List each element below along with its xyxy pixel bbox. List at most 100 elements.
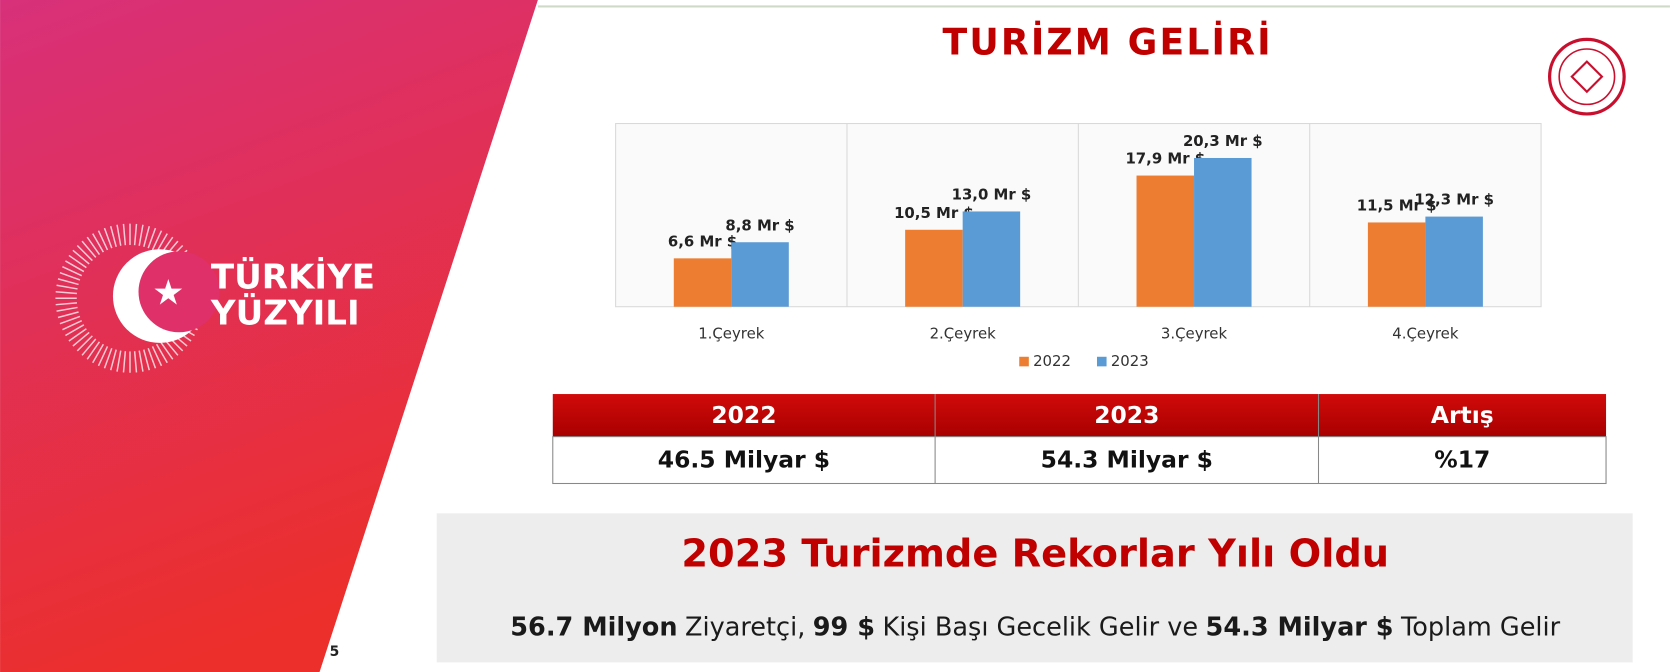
- x-tick-label: 2.Çeyrek: [930, 324, 997, 342]
- table-cell: %17: [1434, 446, 1490, 474]
- logo-ray: [122, 351, 127, 373]
- logo-ray: [155, 233, 168, 253]
- value-label: 6,6 Mr $: [668, 232, 737, 250]
- logo-ray: [103, 227, 113, 249]
- bar: [1136, 175, 1195, 307]
- legend-swatch: [1096, 356, 1107, 367]
- value-label: 8,8 Mr $: [725, 216, 794, 234]
- logo-ray: [138, 224, 144, 246]
- logo-ray: [109, 225, 117, 247]
- value-label: 10,5 Mr $: [894, 204, 974, 222]
- logo-ray: [81, 338, 97, 356]
- x-tick-label: 1.Çeyrek: [698, 324, 765, 342]
- logo-text: YÜZYILI: [210, 293, 360, 334]
- value-label: 12,3 Mr $: [1414, 191, 1494, 209]
- logo-ray: [76, 244, 93, 262]
- table-cell: 46.5 Milyar $: [658, 446, 830, 474]
- table-header: [552, 394, 1607, 437]
- logo-ray: [59, 315, 81, 325]
- logo-ray: [97, 230, 109, 251]
- ministry-seal: [1548, 37, 1626, 116]
- table-header-cell: 2022: [711, 401, 776, 429]
- logo-ray: [81, 240, 97, 258]
- summary-table: 2022 46.5 Milyar $ 2023 54.3 Milyar $ Artış%…: [552, 394, 1607, 485]
- logo-ray: [138, 350, 144, 372]
- logo-ray: [76, 335, 93, 352]
- bar: [905, 229, 963, 307]
- logo-ray: [57, 311, 79, 319]
- value-label: 13,0 Mr $: [952, 185, 1032, 203]
- logo-ray: [151, 230, 163, 251]
- logo-ray: [62, 266, 83, 277]
- logo-star: [154, 279, 183, 305]
- logo-text: TÜRKİYE: [211, 257, 375, 298]
- logo-ray: [155, 343, 168, 364]
- logo-ray: [56, 306, 78, 312]
- bar: [1425, 216, 1483, 307]
- value-label: 17,9 Mr $: [1125, 150, 1205, 168]
- x-tick-label: 4.Çeyrek: [1392, 324, 1459, 342]
- banner: [436, 513, 1633, 663]
- logo-ray: [159, 341, 174, 360]
- logo-ray: [68, 328, 87, 342]
- banner-headline: 2023 Turizmde Rekorlar Yılı Oldu: [681, 531, 1389, 576]
- side-panel: [0, 0, 538, 672]
- banner-subline: 56.7 Milyon Ziyaretçi, 99 $ Kişi Başı Gecel…: [510, 612, 1560, 642]
- subline-part: Toplam Gelir: [1400, 612, 1561, 642]
- logo-ray: [143, 225, 151, 247]
- logo-ray: [62, 320, 83, 331]
- logo-ray: [116, 224, 122, 246]
- logo-ray: [92, 233, 105, 253]
- legend-swatch: [1019, 356, 1029, 367]
- bar: [1367, 222, 1426, 307]
- subline-part: 56.7 Milyon: [510, 612, 677, 642]
- legend-label: 2023: [1111, 352, 1149, 370]
- subline-part: 54.3 Milyar $: [1206, 612, 1394, 642]
- logo-ray: [59, 271, 81, 281]
- logo-ray: [65, 260, 85, 273]
- logo-ray: [116, 350, 122, 372]
- logo-ray: [72, 249, 90, 265]
- crescent-inner: [138, 251, 220, 333]
- logo-ray: [65, 324, 85, 337]
- bar: [731, 242, 789, 307]
- page-number: 5: [330, 644, 340, 660]
- logo-ray: [68, 254, 87, 269]
- table-header-cell: 2023: [1094, 401, 1159, 429]
- logo-ray: [133, 351, 138, 373]
- logo-ray: [103, 347, 113, 369]
- subline-part: Kişi Başı Gecelik Gelir ve: [882, 612, 1198, 642]
- ministry-seal-mark: [1570, 60, 1604, 94]
- table-body: [552, 436, 1607, 485]
- logo-ray: [92, 343, 105, 364]
- logo-ray: [57, 278, 79, 286]
- table-header-cell: Artış: [1431, 401, 1494, 429]
- value-label: 11,5 Mr $: [1357, 196, 1437, 214]
- value-label: 20,3 Mr $: [1183, 132, 1263, 150]
- legend-label: 2022: [1033, 352, 1071, 370]
- logo-ray: [122, 223, 127, 246]
- logo-ray: [55, 290, 78, 295]
- logo-ray: [147, 227, 157, 249]
- bar: [962, 211, 1021, 307]
- logo-ray: [56, 284, 78, 290]
- x-tick-label: 3.Çeyrek: [1161, 324, 1228, 342]
- logo-ray: [55, 302, 78, 306]
- ministry-seal-inner: [1558, 48, 1616, 106]
- bar: [1194, 157, 1252, 307]
- logo-ray: [147, 347, 157, 369]
- chart-title: TURİZM GELİRİ: [943, 21, 1273, 64]
- logo-ray: [86, 236, 101, 256]
- logo-ray: [72, 331, 90, 347]
- logo-ray: [109, 349, 117, 371]
- table-cell: 54.3 Milyar $: [1041, 446, 1213, 474]
- logo-ray: [151, 346, 163, 367]
- subline-part: Ziyaretçi,: [685, 612, 805, 642]
- bar: [673, 258, 732, 307]
- logo-ray: [143, 349, 151, 371]
- subline-part: 99 $: [813, 612, 875, 642]
- bar-chart: 1.Çeyrek 6,6 Mr $8,8 Mr $ 2.Çeyrek 10,5 Mr …: [615, 123, 1542, 370]
- logo-ray: [86, 341, 101, 360]
